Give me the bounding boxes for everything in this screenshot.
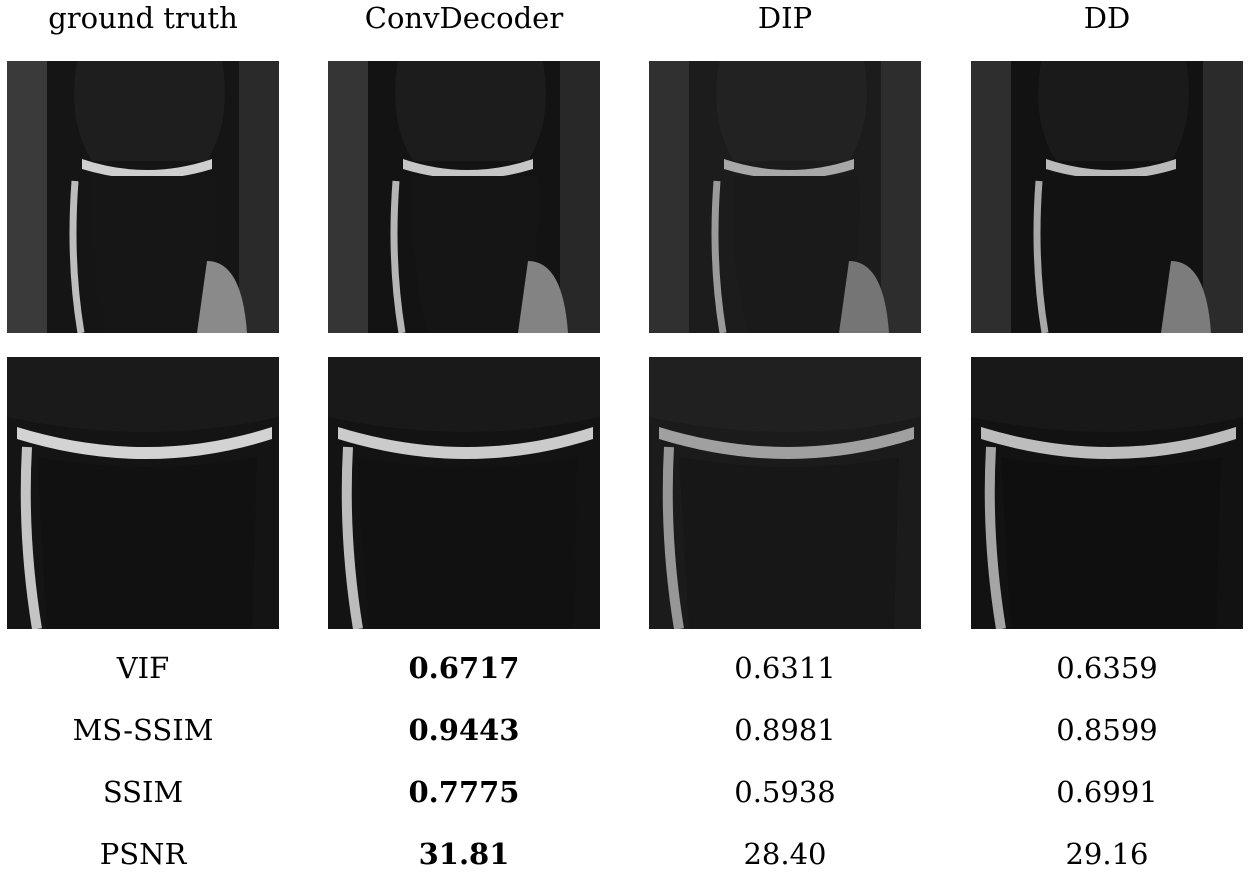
knee-mri-zoom-ground-truth <box>7 357 279 629</box>
knee-mri-coronal-dip <box>649 61 921 333</box>
metric-value-ssim-convdecoder: 0.7775 <box>408 775 520 809</box>
knee-mri-zoom-dip <box>649 357 921 629</box>
metric-value-psnr-dd: 29.16 <box>1065 837 1149 871</box>
metric-label-vif: VIF <box>116 651 170 685</box>
metric-value-ms-ssim-dd: 0.8599 <box>1056 713 1158 747</box>
column-title-dd: DD <box>1083 1 1131 35</box>
column-title-dip: DIP <box>757 1 813 35</box>
metric-value-ssim-dd: 0.6991 <box>1056 775 1158 809</box>
metric-value-vif-dip: 0.6311 <box>734 651 836 685</box>
metric-value-vif-convdecoder: 0.6717 <box>408 651 520 685</box>
knee-mri-zoom-convdecoder <box>328 357 600 629</box>
knee-mri-coronal-dd <box>971 61 1243 333</box>
metric-value-ms-ssim-dip: 0.8981 <box>734 713 836 747</box>
column-title-ground-truth: ground truth <box>48 1 238 35</box>
knee-mri-coronal-convdecoder <box>328 61 600 333</box>
metric-label-ms-ssim: MS-SSIM <box>72 713 214 747</box>
metric-label-ssim: SSIM <box>102 775 184 809</box>
metric-value-vif-dd: 0.6359 <box>1056 651 1158 685</box>
metric-value-psnr-convdecoder: 31.81 <box>418 837 510 871</box>
knee-mri-coronal-ground-truth <box>7 61 279 333</box>
column-title-convdecoder: ConvDecoder <box>364 1 564 35</box>
metric-value-psnr-dip: 28.40 <box>743 837 827 871</box>
metric-value-ms-ssim-convdecoder: 0.9443 <box>408 713 520 747</box>
knee-mri-zoom-dd <box>971 357 1243 629</box>
metric-label-psnr: PSNR <box>99 837 187 871</box>
metric-value-ssim-dip: 0.5938 <box>734 775 836 809</box>
